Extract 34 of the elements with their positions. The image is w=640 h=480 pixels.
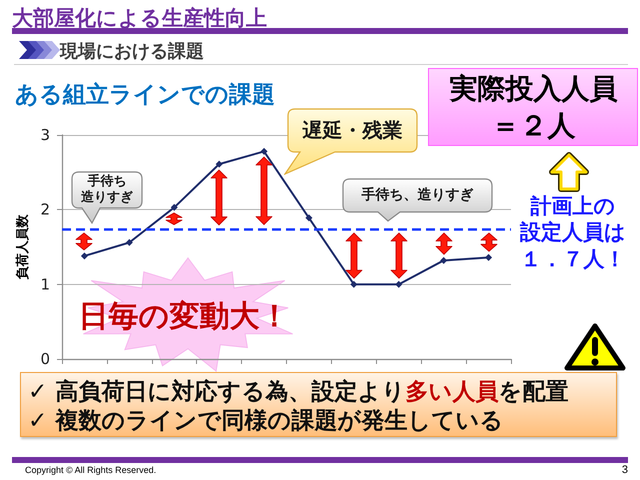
y-tick-label: 1 [40,275,50,294]
text: 3 [622,464,628,476]
text: 多い人員 [405,379,498,405]
text: 計画上の [530,193,616,220]
point [305,214,312,222]
y-tick-label: 0 [40,350,50,368]
annotation: 手待ち [88,174,126,190]
text: Copyright © All Rights Reserved. [25,465,156,475]
text: ある組立ラインでの課題 [15,81,275,110]
point [80,252,88,260]
chart-subtitle: 現場における課題 [60,40,204,63]
y-tick-label: 2 [40,200,50,219]
annotation: 手待ち、造りすぎ [362,186,474,204]
point [260,148,268,155]
text: を配置 [498,379,568,405]
point [126,239,133,246]
point [170,204,178,211]
text: １．７人！ [520,246,626,272]
annotation: ＝２人 [492,108,576,144]
y-axis-title: 負荷人員数 [14,214,31,280]
point [216,160,223,168]
point [485,254,492,261]
text: 実際投入人員 [450,71,618,108]
y-tick-label: 3 [40,126,50,144]
point [395,280,402,288]
point [350,280,358,288]
text: ✓ 高負荷日に対応する為、設定より [28,379,406,405]
text: 設定人員は [520,219,626,246]
text: ✓ 複数のラインで同様の課題が発生している [28,407,504,436]
annotation: 造りすぎ [81,190,133,206]
chart-title: 大部屋化による生産性向上 [12,5,267,32]
annotation: 遅延・残業 [302,118,402,143]
annotation: 日毎の変動大！ [78,299,290,334]
point [440,256,448,264]
